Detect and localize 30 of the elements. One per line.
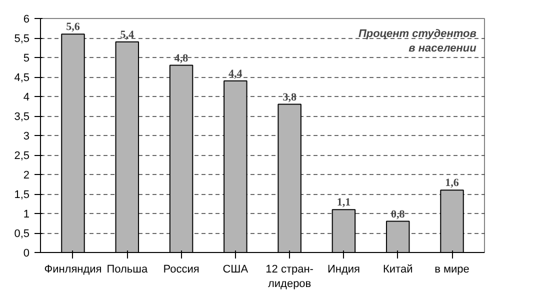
y-tick-label: 0,5: [14, 228, 30, 240]
data-label: 3,8: [282, 91, 297, 104]
x-tick-label: США: [222, 264, 249, 276]
x-tick-label: Китай: [383, 264, 413, 276]
y-tick-label: 5,5: [14, 33, 30, 45]
x-tick-label: Россия: [163, 264, 200, 276]
y-tick-label: 2: [23, 170, 30, 182]
y-tick-label: 1,5: [14, 189, 30, 201]
y-tick-label: 2,5: [14, 150, 30, 162]
x-tick-label: 12 стран- лидеров: [266, 264, 314, 290]
y-tick-label: 3,5: [14, 111, 30, 123]
y-tick-label: 4: [23, 92, 30, 104]
text: Процент студентов в населении: [358, 28, 477, 54]
x-tick-label: Финляндия: [44, 264, 102, 276]
data-label: 5,6: [66, 21, 80, 34]
x-tick-label: Польша: [106, 264, 148, 276]
data-label: 1,6: [445, 177, 460, 190]
data-label: 5,4: [120, 28, 135, 41]
data-label: 4,4: [228, 68, 243, 80]
data-label: 4,8: [174, 52, 189, 64]
data-label: 1,1: [336, 196, 351, 209]
x-tick-label: в мире: [434, 264, 470, 276]
y-tick-label: 5: [23, 52, 30, 64]
y-tick-label: 6: [23, 14, 30, 26]
y-tick-label: 0: [23, 248, 30, 260]
y-tick-label: 1: [23, 208, 30, 220]
y-tick-label: 4,5: [14, 72, 30, 84]
x-tick-label: Индия: [327, 264, 360, 276]
y-tick-label: 3: [23, 130, 30, 142]
data-label: 0,8: [390, 208, 406, 220]
